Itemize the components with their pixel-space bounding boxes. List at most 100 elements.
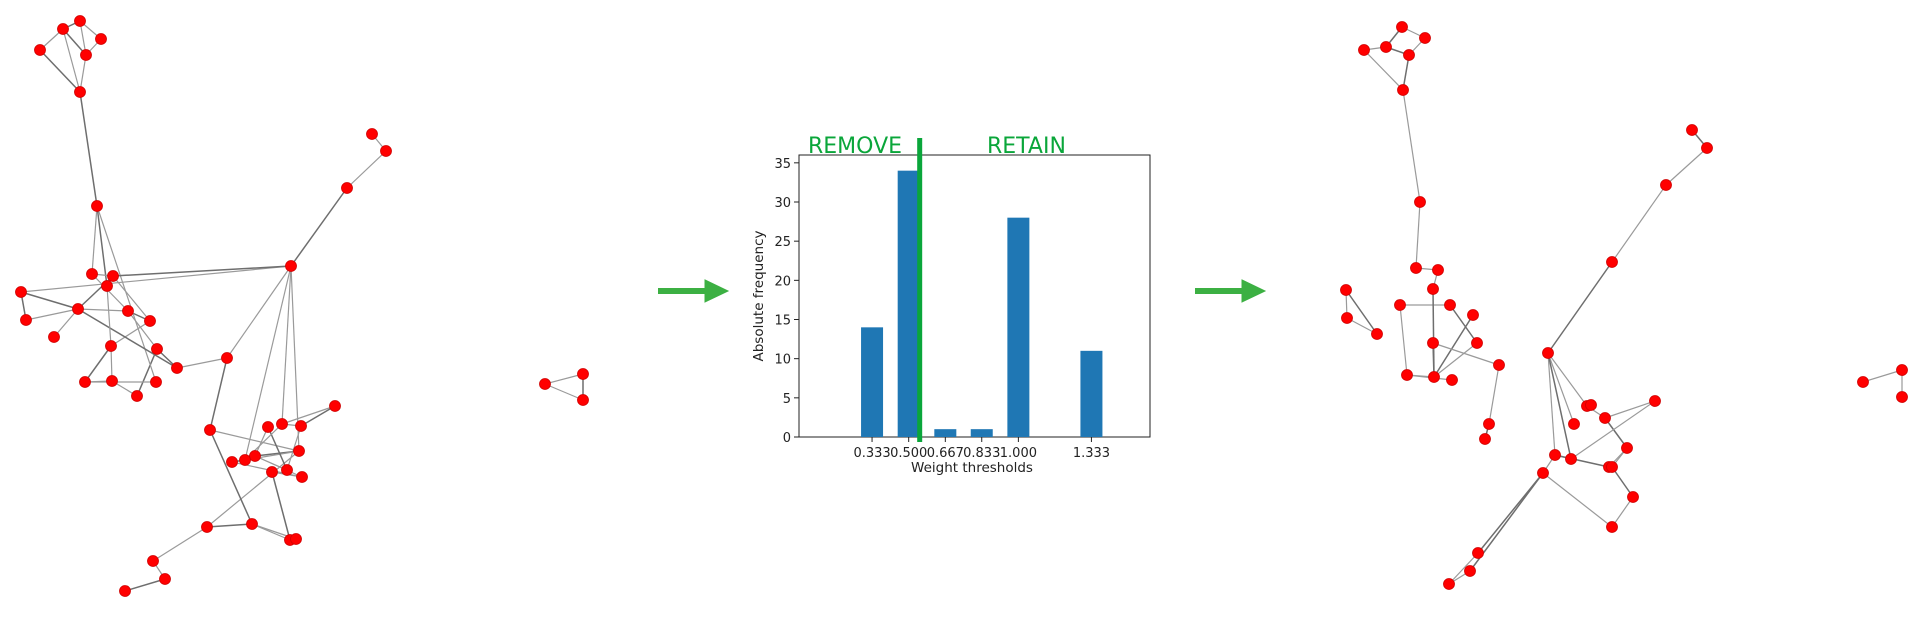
graph-edge bbox=[1542, 472, 1613, 528]
graph-edge bbox=[127, 310, 158, 350]
graph-edge bbox=[1665, 147, 1708, 186]
graph-edge bbox=[1611, 184, 1667, 263]
graph-node bbox=[79, 376, 91, 388]
histogram-bar bbox=[1007, 217, 1030, 437]
graph-edge bbox=[1433, 314, 1474, 378]
graph-node bbox=[106, 375, 118, 387]
y-tick-label: 25 bbox=[774, 235, 791, 250]
graph-node bbox=[1621, 442, 1633, 454]
graph-edge bbox=[1570, 400, 1656, 460]
graph-node bbox=[1857, 376, 1869, 388]
graph-edge bbox=[152, 526, 208, 562]
y-axis-title: Absolute frequency bbox=[751, 230, 767, 361]
graph-node bbox=[1599, 412, 1611, 424]
graph-edge bbox=[290, 265, 300, 452]
graph-edge bbox=[96, 205, 108, 287]
graph-node bbox=[1660, 179, 1672, 191]
graph-node bbox=[1896, 391, 1908, 403]
graph-node bbox=[86, 268, 98, 280]
y-tick-label: 10 bbox=[774, 353, 791, 368]
graph-node bbox=[204, 424, 216, 436]
x-tick-label: 1.000 bbox=[1000, 446, 1037, 461]
graph-edge bbox=[346, 150, 387, 189]
graph-edge bbox=[1611, 496, 1634, 528]
graph-edge bbox=[1547, 261, 1613, 354]
graph-node bbox=[171, 362, 183, 374]
graph-node bbox=[239, 454, 251, 466]
graph-edge bbox=[1432, 288, 1435, 378]
graph-edge bbox=[124, 578, 166, 592]
x-tick-label: 0.500 bbox=[890, 446, 927, 461]
graph-edge bbox=[1547, 352, 1556, 456]
graph-edge bbox=[244, 265, 292, 461]
graph-node bbox=[1701, 142, 1713, 154]
graph-edge bbox=[1611, 466, 1634, 498]
y-tick-label: 15 bbox=[774, 314, 791, 329]
graph-node bbox=[147, 555, 159, 567]
graph-node bbox=[201, 521, 213, 533]
graph-edge bbox=[112, 265, 292, 277]
graph-node bbox=[1444, 299, 1456, 311]
graph-edges-before bbox=[20, 20, 584, 592]
graph-edge bbox=[1432, 342, 1500, 366]
graph-node bbox=[539, 378, 551, 390]
graph-node bbox=[107, 270, 119, 282]
graph-node bbox=[341, 182, 353, 194]
graph-edge bbox=[79, 54, 87, 93]
x-tick-label: 0.333 bbox=[853, 446, 890, 461]
graph-node bbox=[1410, 262, 1422, 274]
graph-node bbox=[1446, 374, 1458, 386]
graph-edge bbox=[53, 308, 79, 338]
histogram-bar bbox=[861, 327, 884, 437]
x-axis-ticks: 0.333 0.500 0.667 0.833 1.000 1.333 bbox=[853, 437, 1110, 461]
graph-node bbox=[380, 145, 392, 157]
graph-edge bbox=[91, 205, 98, 275]
graph-edge bbox=[39, 49, 81, 93]
graph-edge bbox=[176, 357, 228, 369]
y-tick-label: 5 bbox=[783, 392, 791, 407]
graph-nodes-before bbox=[15, 15, 589, 597]
graph-node bbox=[1568, 418, 1580, 430]
y-tick-label: 0 bbox=[783, 431, 791, 446]
y-tick-label: 20 bbox=[774, 274, 791, 289]
graph-edge bbox=[91, 273, 129, 312]
graph-edge bbox=[1547, 352, 1575, 425]
graph-edge bbox=[544, 383, 584, 401]
graph-edge bbox=[1449, 304, 1478, 344]
graph-edge bbox=[136, 348, 158, 397]
graph-node bbox=[221, 352, 233, 364]
graph-edge bbox=[1448, 552, 1479, 585]
graph-node bbox=[1380, 41, 1392, 53]
graph-node bbox=[577, 368, 589, 380]
graph-node bbox=[1493, 359, 1505, 371]
graph-node bbox=[285, 260, 297, 272]
histogram-bar bbox=[897, 170, 920, 437]
graph-node bbox=[1432, 264, 1444, 276]
graph-node bbox=[290, 533, 302, 545]
graph-edges-after bbox=[1345, 26, 1903, 585]
graph-edge bbox=[1604, 400, 1656, 419]
graph-node bbox=[72, 303, 84, 315]
graph-edge bbox=[1547, 352, 1572, 460]
graph-node bbox=[1483, 418, 1495, 430]
graph-node bbox=[1341, 312, 1353, 324]
graph-edge bbox=[77, 308, 178, 369]
graph-edge bbox=[271, 471, 291, 541]
graph-node bbox=[57, 23, 69, 35]
graph-node bbox=[1401, 369, 1413, 381]
histogram-bar bbox=[970, 429, 993, 437]
y-tick-label: 30 bbox=[774, 196, 791, 211]
graph-node bbox=[105, 340, 117, 352]
graph-node bbox=[91, 200, 103, 212]
graph-node bbox=[20, 314, 32, 326]
graph-node bbox=[80, 49, 92, 61]
graph-node bbox=[1627, 491, 1639, 503]
graph-node bbox=[1606, 521, 1618, 533]
graph-node bbox=[150, 376, 162, 388]
graph-edge bbox=[1402, 54, 1410, 91]
graph-node bbox=[1443, 578, 1455, 590]
graph-nodes-after bbox=[1340, 21, 1908, 590]
x-tick-label: 0.667 bbox=[927, 446, 964, 461]
graph-node bbox=[48, 331, 60, 343]
